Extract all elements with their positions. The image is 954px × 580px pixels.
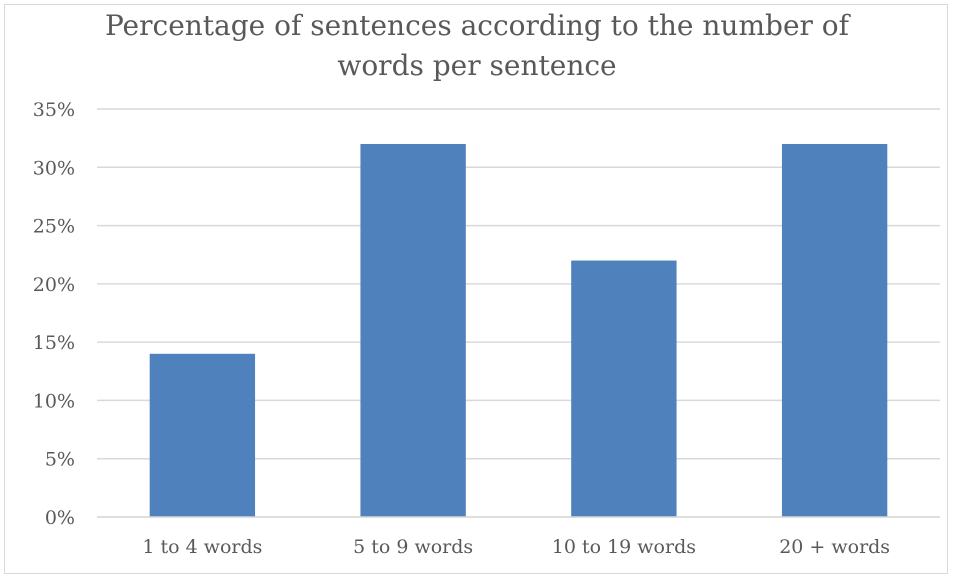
bar xyxy=(360,143,466,517)
x-category-label: 5 to 9 words xyxy=(353,536,473,558)
x-category-label: 1 to 4 words xyxy=(142,536,262,558)
y-tick-label: 35% xyxy=(33,99,75,121)
chart-title-line-2: words per sentence xyxy=(337,49,617,82)
y-axis-tick-labels: 0% 5% 10% 15% 20% 25% 30% 35% xyxy=(33,99,75,529)
chart-title-line-1: Percentage of sentences according to the… xyxy=(104,9,850,42)
y-tick-label: 25% xyxy=(33,216,75,238)
y-tick-label: 30% xyxy=(33,157,75,179)
bar xyxy=(571,260,677,517)
y-tick-label: 10% xyxy=(33,390,75,412)
y-tick-label: 5% xyxy=(45,449,75,471)
y-tick-label: 15% xyxy=(33,332,75,354)
x-axis-category-labels: 1 to 4 words 5 to 9 words 10 to 19 words 20… xyxy=(142,536,890,558)
chart-title: Percentage of sentences according to the… xyxy=(0,6,954,86)
bar xyxy=(149,353,256,517)
y-tick-label: 20% xyxy=(33,274,75,296)
x-category-label: 20 + words xyxy=(779,536,890,558)
bar xyxy=(781,143,888,517)
x-category-label: 10 to 19 words xyxy=(552,536,696,558)
bars xyxy=(149,143,888,517)
y-tick-label: 0% xyxy=(45,507,75,529)
